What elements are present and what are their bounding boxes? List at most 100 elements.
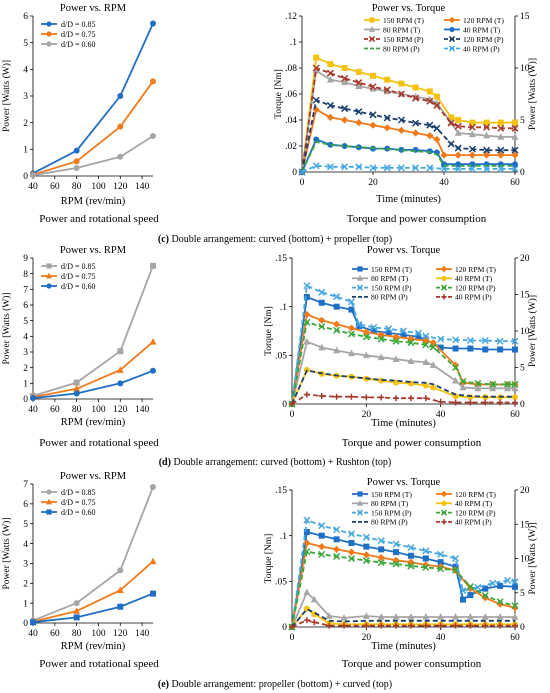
legend-label: d/D = 0.85 <box>61 20 96 29</box>
data-point <box>422 332 430 340</box>
chart-title: Power vs. RPM <box>60 471 127 482</box>
y2-axis-label: Power [Watts (W)] <box>527 522 538 594</box>
legend-label: 150 RPM (P) <box>383 35 424 44</box>
y-tick-label: 5 <box>23 520 28 530</box>
legend: 150 RPM (T) 120 RPM (T) 80 RPM (T) 40 RPM (… <box>352 490 496 527</box>
y2-tick-label: 5 <box>520 364 525 374</box>
chart-panel-e-left: Power vs. RPM 40 60 80 100 120 140 0 1 2 3 4 5 6 7 RPM … <box>1 471 159 670</box>
series-line <box>32 23 154 175</box>
x-tick-label: 60 <box>50 405 60 415</box>
data-point <box>30 619 36 626</box>
data-point <box>481 336 489 345</box>
panel-caption: Torque and power consumption <box>342 437 482 449</box>
legend-marker <box>441 519 447 525</box>
data-point <box>497 399 504 406</box>
data-point <box>407 357 415 364</box>
legend: d/D = 0.85d/D = 0.75d/D = 0.60 <box>41 488 96 517</box>
data-point <box>303 318 311 326</box>
y-tick-label: 1 <box>23 146 28 156</box>
legend-marker <box>448 35 456 43</box>
legend-marker <box>368 26 376 32</box>
x-tick-label: 20 <box>362 633 372 643</box>
data-point <box>422 358 430 365</box>
series-line <box>32 341 154 398</box>
data-point <box>385 329 392 336</box>
chart-title: Power vs. RPM <box>60 245 127 256</box>
legend: 150 RPM (T) 120 RPM (T) 80 RPM (T) 40 RPM (… <box>364 16 504 53</box>
section-text: Double arrangement: curved (bottom) + Ru… <box>171 457 391 468</box>
series-120-rpm-p- <box>298 96 519 176</box>
data-point <box>512 161 518 168</box>
legend-label: 150 RPM (P) <box>371 283 412 292</box>
data-point <box>73 379 80 386</box>
legend-marker <box>357 491 363 497</box>
data-point <box>397 90 405 98</box>
data-point <box>347 554 355 563</box>
data-point <box>448 114 455 121</box>
x-tick-label: 80 <box>72 405 82 415</box>
data-point <box>303 548 311 556</box>
data-point <box>384 76 391 83</box>
x-tick-label: 0 <box>300 178 305 188</box>
data-point <box>497 346 504 353</box>
data-point <box>454 144 462 152</box>
data-point <box>511 380 519 388</box>
x-tick-label: 100 <box>91 182 106 192</box>
data-point <box>377 335 385 343</box>
data-point <box>400 331 407 338</box>
legend-label: 40 RPM (P) <box>455 293 492 302</box>
data-point <box>311 619 318 626</box>
data-point <box>377 331 385 339</box>
data-point <box>73 614 80 621</box>
data-point <box>452 363 460 372</box>
data-point <box>355 79 363 87</box>
panel-caption: Power and rotational speed <box>39 658 159 670</box>
data-point <box>452 566 460 574</box>
data-point <box>496 337 504 345</box>
data-point <box>369 121 377 129</box>
data-point <box>303 391 310 398</box>
y-axis-label: Torque [Nm] <box>274 69 284 119</box>
legend-marker <box>46 263 52 269</box>
data-point <box>459 596 466 603</box>
data-point <box>117 380 124 387</box>
data-point <box>150 133 156 139</box>
data-point <box>422 547 430 555</box>
data-point <box>512 119 518 126</box>
data-point <box>512 399 518 406</box>
data-point <box>467 592 474 599</box>
y-tick-label: .1 <box>280 532 287 542</box>
data-point <box>512 346 518 353</box>
legend-marker <box>448 16 456 24</box>
data-point <box>437 559 444 566</box>
y-tick-label: 1 <box>23 599 28 609</box>
y-tick-label: 2 <box>23 119 28 129</box>
legend-label: 80 RPM (T) <box>371 499 409 508</box>
data-point <box>397 164 405 172</box>
data-point <box>392 337 400 345</box>
section-text: Double arrangement: propeller (bottom) +… <box>169 679 392 690</box>
y-axis-label: Power [Watts (W)] <box>1 517 12 589</box>
data-point <box>303 282 311 290</box>
data-point <box>397 126 405 134</box>
y-tick-label: 5 <box>23 317 28 327</box>
series-80-rpm-p- <box>291 369 515 405</box>
legend-label: 120 RPM (P) <box>455 508 496 517</box>
y-tick-label: 0 <box>282 400 287 410</box>
data-point <box>412 164 420 172</box>
data-point <box>407 544 415 552</box>
data-point <box>504 384 512 392</box>
data-point <box>511 124 519 132</box>
data-point <box>496 613 504 620</box>
data-point <box>455 117 462 123</box>
data-point <box>497 622 504 629</box>
data-point <box>415 333 422 340</box>
chart-title: Power vs. Torque <box>367 477 441 488</box>
legend-marker <box>356 274 364 281</box>
data-point <box>511 337 519 345</box>
data-point <box>407 558 415 566</box>
data-point <box>422 613 430 620</box>
y-tick-label: .04 <box>285 116 297 126</box>
data-point <box>422 555 429 562</box>
data-point <box>73 165 80 171</box>
